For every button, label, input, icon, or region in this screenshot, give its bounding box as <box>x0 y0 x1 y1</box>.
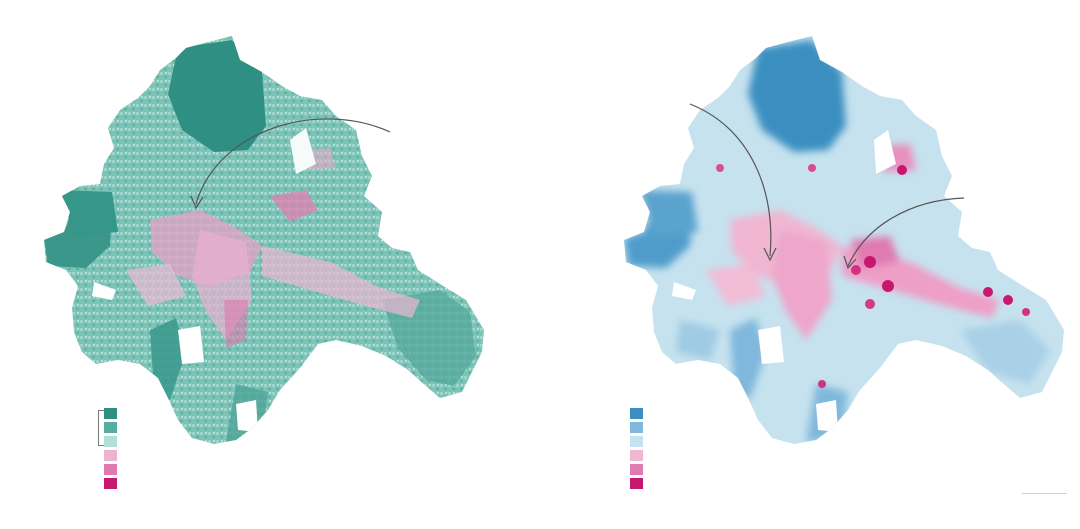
legend-swatch <box>630 464 643 475</box>
heat-map <box>624 36 1064 444</box>
arrow-annotation <box>689 103 772 257</box>
legend-swatch <box>630 450 643 461</box>
heat-map-panel <box>540 0 1080 529</box>
arrow-annotation <box>195 118 391 205</box>
land-cover-map-panel <box>44 36 484 489</box>
legend-swatch <box>630 478 643 489</box>
scale-bar <box>1022 493 1067 494</box>
legend-swatch <box>630 436 643 447</box>
legend-swatch <box>104 422 117 433</box>
legend-swatch <box>104 464 117 475</box>
heat-legend <box>630 408 643 489</box>
legend-swatch <box>630 408 643 419</box>
legend-swatch <box>104 450 117 461</box>
legend-swatch <box>630 422 643 433</box>
land-cover-legend <box>104 408 117 489</box>
legend-swatch <box>104 478 117 489</box>
legend-swatch <box>104 436 117 447</box>
land-cover-map <box>44 36 484 444</box>
arrow-annotation <box>847 197 965 267</box>
legend-swatch <box>104 408 117 419</box>
legend-bracket <box>98 410 105 446</box>
